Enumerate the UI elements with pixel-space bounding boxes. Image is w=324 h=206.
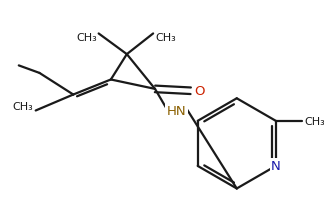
Text: CH₃: CH₃ bbox=[304, 116, 324, 126]
Text: CH₃: CH₃ bbox=[12, 102, 33, 112]
Text: CH₃: CH₃ bbox=[76, 32, 97, 42]
Text: O: O bbox=[194, 85, 205, 98]
Text: HN: HN bbox=[167, 104, 186, 117]
Text: CH₃: CH₃ bbox=[155, 32, 176, 42]
Text: N: N bbox=[271, 160, 281, 173]
